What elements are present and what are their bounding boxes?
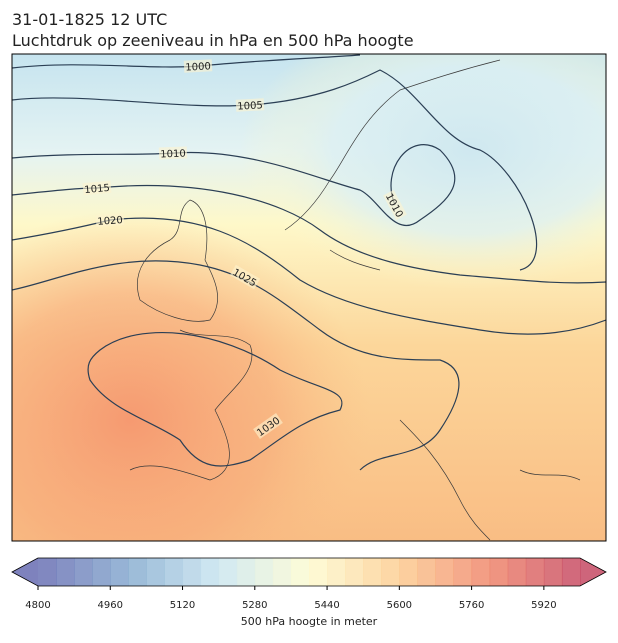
colorbar-bin <box>182 558 202 586</box>
contour-label: 1005 <box>237 100 263 112</box>
contour-label-bg <box>183 59 213 73</box>
colorbar-outline <box>11 557 607 587</box>
colorbar-tick-label: 5600 <box>387 600 412 611</box>
colorbar-bin <box>507 558 527 586</box>
contour-label-group: 1020 <box>95 213 125 228</box>
colorbar-bin <box>128 558 147 586</box>
subtitle: Luchtdruk op zeeniveau in hPa en 500 hPa… <box>12 31 414 50</box>
colorbar-bin <box>399 558 418 586</box>
colorbar-extend-high <box>580 558 606 586</box>
colorbar-tick-label: 4800 <box>25 600 50 611</box>
colorbar-bin <box>164 558 184 586</box>
colorbar-bin <box>489 558 509 586</box>
colorbar-bin <box>453 558 473 586</box>
title: 31-01-1825 12 UTC <box>12 10 167 29</box>
contour-label-bg <box>253 413 283 439</box>
colorbar-bin <box>345 558 364 586</box>
colorbar-tick-label: 5920 <box>531 600 556 611</box>
map <box>12 54 606 541</box>
colorbar-extend-low <box>12 558 38 586</box>
contour-label: 1000 <box>185 61 211 73</box>
colorbar-bin <box>543 558 563 586</box>
contour-label-bg <box>95 213 125 227</box>
colorbar-tick-label: 5760 <box>459 600 484 611</box>
colorbar-bin <box>417 558 436 586</box>
colorbar-bin <box>327 558 346 586</box>
colorbar-label: 500 hPa hoogte in meter <box>241 615 378 628</box>
colorbar-bin <box>38 558 57 586</box>
colorbar-bin <box>56 558 75 586</box>
contour-label-bg <box>235 98 265 112</box>
colorbar-bin <box>561 558 581 586</box>
colorbar-bin <box>236 558 256 586</box>
contour-label-group: 1010 <box>158 146 188 161</box>
colorbar-bin <box>272 558 292 586</box>
colorbar-tick-label: 4960 <box>98 600 123 611</box>
contour-label-bg <box>383 189 407 221</box>
contour-label-group: 1005 <box>235 98 265 113</box>
contour-label-group: 1000 <box>183 59 213 74</box>
colorbar-bin <box>435 558 455 586</box>
colorbar-bin <box>309 558 328 586</box>
contour-label-bg <box>229 264 261 290</box>
colorbar-bin <box>218 558 238 586</box>
colorbar-bin <box>525 558 545 586</box>
colorbar-bin <box>92 558 111 586</box>
contour-label-bg <box>158 146 188 160</box>
contour-label: 1010 <box>160 149 186 161</box>
contour-label: 1015 <box>84 183 110 196</box>
map-frame <box>11 53 607 542</box>
colorbar-tick-label: 5120 <box>170 600 195 611</box>
colorbar-bin <box>471 558 491 586</box>
colorbar-bin <box>363 558 382 586</box>
colorbar: 4800 4960 5120 5280 5440 5600 5760 5920 <box>11 557 607 611</box>
colorbar-bin <box>381 558 400 586</box>
colorbar-bin <box>110 558 129 586</box>
colorbar-tick-label: 5440 <box>314 600 339 611</box>
contour-label-group: 1015 <box>82 180 112 196</box>
colorbar-tick-label: 5280 <box>242 600 267 611</box>
contour-label: 1020 <box>97 215 123 228</box>
contour-label-bg <box>82 180 112 196</box>
colorbar-bin <box>254 558 274 586</box>
colorbar-bin <box>74 558 93 586</box>
colorbar-bin <box>146 558 165 586</box>
colorbar-bin <box>200 558 220 586</box>
colorbar-bin <box>290 558 310 586</box>
